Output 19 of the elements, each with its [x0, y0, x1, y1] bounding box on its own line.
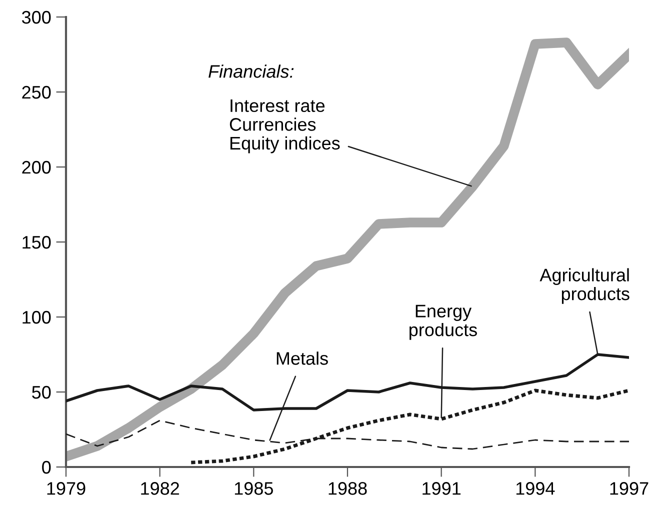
y-tick-label: 50: [32, 386, 51, 399]
x-tick-label: 1979: [47, 482, 86, 495]
annotation: Financials:: [208, 64, 294, 78]
annotation: Interest rate Currencies Equity indices: [230, 99, 340, 154]
y-tick-label: 250: [22, 86, 51, 99]
x-tick-label: 1991: [422, 482, 461, 495]
x-tick-label: 1997: [610, 482, 648, 495]
y-tick-label: 200: [22, 160, 51, 174]
annotation: Metals: [276, 352, 328, 365]
y-tick-label: 300: [22, 10, 51, 24]
x-tick-label: 1982: [141, 482, 180, 495]
x-tick-label: 1988: [328, 482, 367, 495]
annotation: Energy products: [410, 304, 477, 340]
x-tick-label: 1994: [516, 482, 555, 495]
x-tick-label: 1985: [234, 482, 273, 495]
y-tick-label: 150: [22, 236, 51, 249]
y-tick-label: 100: [22, 310, 51, 324]
annotation: Agricultural products: [540, 268, 630, 304]
y-tick-label: 0: [42, 460, 51, 474]
